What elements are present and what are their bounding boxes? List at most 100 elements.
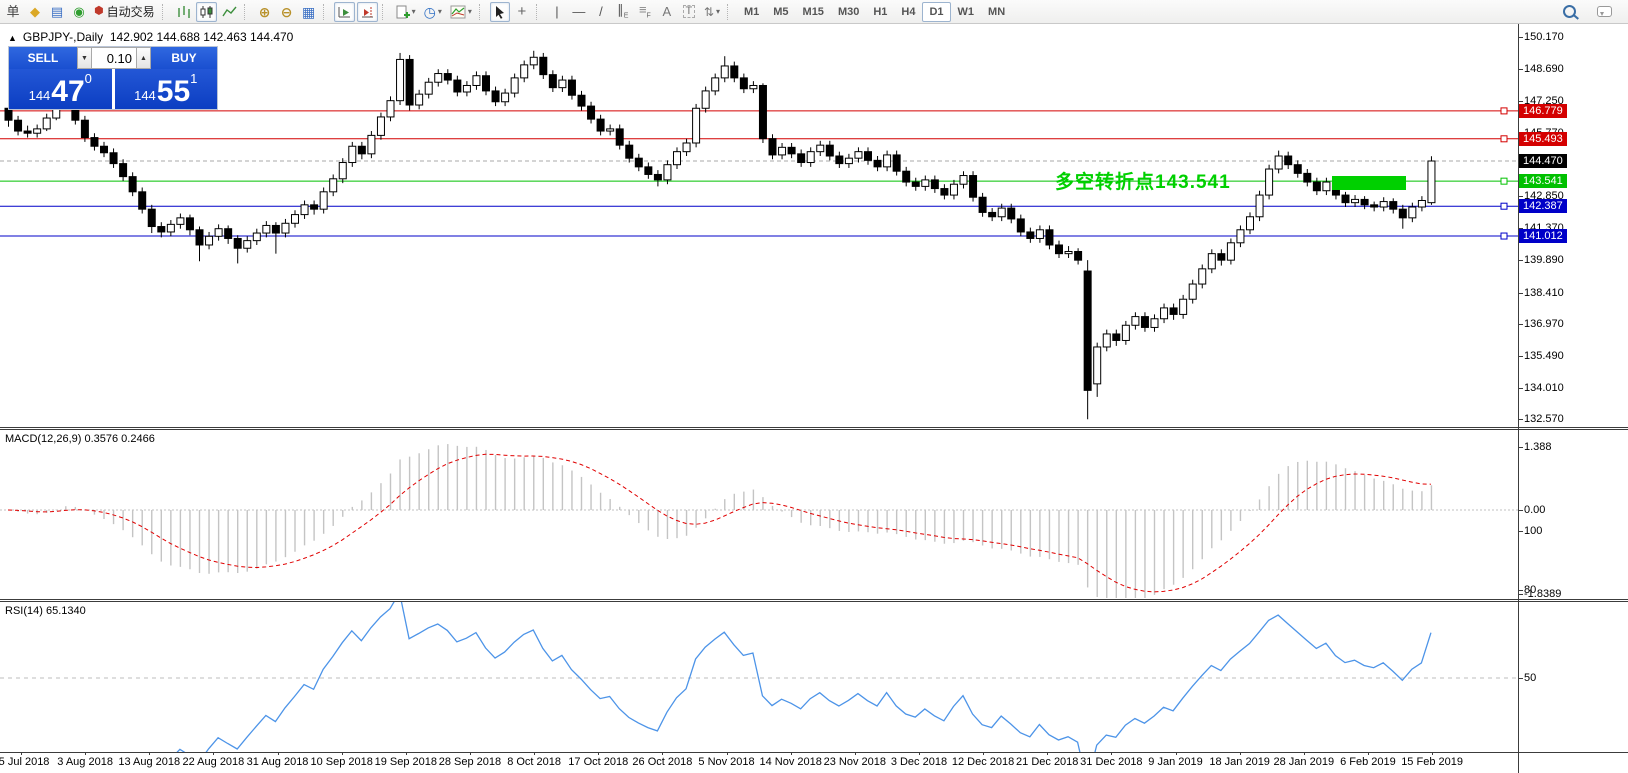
- date-label: 31 Dec 2018: [1080, 756, 1143, 768]
- bar-chart-icon: [177, 5, 190, 18]
- vertical-line-icon: |: [555, 4, 559, 19]
- tile-windows-button[interactable]: ▦: [299, 2, 319, 22]
- date-tick: [469, 752, 471, 755]
- buy-price-display[interactable]: 144 55 1: [114, 69, 217, 109]
- autotrading-icon: ⬢: [94, 5, 104, 17]
- text-label-button[interactable]: T: [679, 2, 699, 22]
- diamond-icon: ◆: [30, 4, 40, 19]
- timeframe-h4[interactable]: H4: [901, 5, 916, 18]
- date-label: 14 Nov 2018: [759, 756, 822, 768]
- pane-separator[interactable]: [0, 427, 1628, 430]
- indicators-button[interactable]: ▾: [447, 2, 475, 22]
- chart-shift-button[interactable]: [356, 1, 378, 22]
- date-label: 13 Aug 2018: [118, 756, 181, 768]
- timeframe-m15[interactable]: M15: [802, 5, 824, 18]
- axis-tick: [1519, 323, 1523, 325]
- timeframe-h1[interactable]: H1: [873, 5, 888, 18]
- date-label: 12 Dec 2018: [951, 756, 1015, 768]
- arrows-icon: ⇅: [703, 4, 714, 19]
- crosshair-button[interactable]: +: [512, 2, 532, 22]
- broadcast-button[interactable]: ◉: [69, 2, 89, 22]
- tile-windows-icon: ▦: [302, 3, 316, 20]
- date-label: 25 Jul 2018: [0, 756, 50, 768]
- candlestick-chart-button[interactable]: [195, 1, 217, 22]
- date-tick: [21, 752, 22, 755]
- pane-separator[interactable]: [0, 599, 1628, 602]
- sell-price-display[interactable]: 144 47 0: [9, 69, 112, 109]
- axis-tick: [1519, 594, 1523, 596]
- timeframe-w1[interactable]: W1: [957, 5, 975, 18]
- axis-tick: [1519, 419, 1523, 421]
- zoom-out-icon: ⊖: [280, 3, 293, 20]
- timeframe-m30[interactable]: M30: [837, 5, 860, 18]
- date-label: 15 Feb 2019: [1401, 756, 1463, 768]
- new-chart-icon: [396, 5, 410, 18]
- rsi-pane[interactable]: [0, 602, 1518, 752]
- chart-title: ▲ GBPJPY-,Daily 142.902 144.688 142.463 1…: [8, 30, 293, 44]
- crosshair-icon: +: [517, 3, 527, 20]
- price-level-badge: 146.779: [1519, 103, 1567, 118]
- buy-button[interactable]: BUY: [151, 47, 217, 69]
- market-watch-button[interactable]: ▤: [47, 2, 67, 22]
- trendline-icon: /: [599, 4, 603, 19]
- date-tick: [1047, 752, 1049, 755]
- fibonacci-button[interactable]: ≡F: [635, 2, 655, 22]
- timeframe-m1[interactable]: M1: [743, 5, 760, 18]
- autotrading-button[interactable]: ⬢ 自动交易: [91, 2, 158, 22]
- date-tick: [726, 752, 728, 755]
- price-level-badge: 141.012: [1519, 229, 1567, 244]
- dropdown-caret-icon: ▾: [411, 7, 416, 16]
- sell-button[interactable]: SELL: [9, 47, 77, 69]
- toolbar-right: [1558, 2, 1616, 22]
- axis-tick: [1519, 446, 1523, 448]
- axis-tick: [1519, 589, 1523, 591]
- volume-input[interactable]: [92, 47, 136, 69]
- timeframe-m5[interactable]: M5: [773, 5, 789, 18]
- date-tick: [213, 752, 215, 755]
- date-axis-separator: [0, 752, 1628, 753]
- indicators-icon: [450, 5, 466, 18]
- timeframe-group: M1 M5 M15 M30 H1 H4 D1 W1 MN: [737, 1, 1012, 22]
- macd-pane[interactable]: [0, 430, 1518, 600]
- price-axis-border: [1518, 24, 1519, 773]
- date-label: 22 Aug 2018: [182, 756, 245, 768]
- date-tick: [341, 752, 343, 755]
- trendline-button[interactable]: /: [591, 2, 611, 22]
- toolbar-separator: [243, 3, 249, 20]
- line-chart-button[interactable]: [219, 2, 240, 22]
- volume-down-button[interactable]: ▼: [77, 47, 92, 69]
- new-chart-button[interactable]: ▾: [393, 2, 419, 22]
- chat-button[interactable]: [1594, 2, 1615, 22]
- highlight-rectangle[interactable]: [1332, 175, 1407, 191]
- cursor-icon: [496, 5, 505, 19]
- timeframe-mn[interactable]: MN: [988, 5, 1006, 18]
- collapse-panel-icon[interactable]: ▲: [8, 33, 17, 43]
- zoom-out-button[interactable]: ⊖: [277, 2, 297, 22]
- horizontal-line-button[interactable]: —: [569, 2, 589, 22]
- periods-button[interactable]: ◷ ▾: [421, 2, 445, 22]
- equidistant-channel-button[interactable]: ∥E: [613, 2, 633, 22]
- arrows-button[interactable]: ⇅ ▾: [701, 2, 723, 22]
- volume-up-button[interactable]: ▲: [136, 47, 151, 69]
- date-tick: [149, 752, 151, 755]
- date-label: 31 Aug 2018: [246, 756, 309, 768]
- cursor-button[interactable]: [489, 1, 510, 22]
- bar-chart-button[interactable]: [173, 2, 194, 22]
- auto-scroll-button[interactable]: [333, 1, 355, 22]
- vertical-line-button[interactable]: |: [547, 2, 567, 22]
- date-tick: [1303, 752, 1305, 755]
- timeframe-d1[interactable]: D1: [922, 1, 951, 22]
- new-order-button[interactable]: 单: [3, 2, 23, 22]
- rsi-label: RSI(14) 65.1340: [5, 605, 86, 617]
- price-pane[interactable]: [0, 24, 1518, 428]
- zoom-in-button[interactable]: ⊕: [255, 2, 275, 22]
- text-button[interactable]: A: [657, 2, 677, 22]
- axis-tick-label: 0.00: [1524, 504, 1546, 516]
- pivot-annotation[interactable]: 多空转折点143.541: [1055, 172, 1231, 193]
- toolbar-separator: [381, 3, 387, 20]
- axis-tick-label: 100: [1524, 525, 1543, 538]
- horizontal-line-icon: —: [572, 4, 586, 19]
- toolbar-separator: [322, 3, 328, 20]
- history-center-button[interactable]: ◆: [25, 2, 45, 22]
- search-button[interactable]: [1559, 2, 1579, 22]
